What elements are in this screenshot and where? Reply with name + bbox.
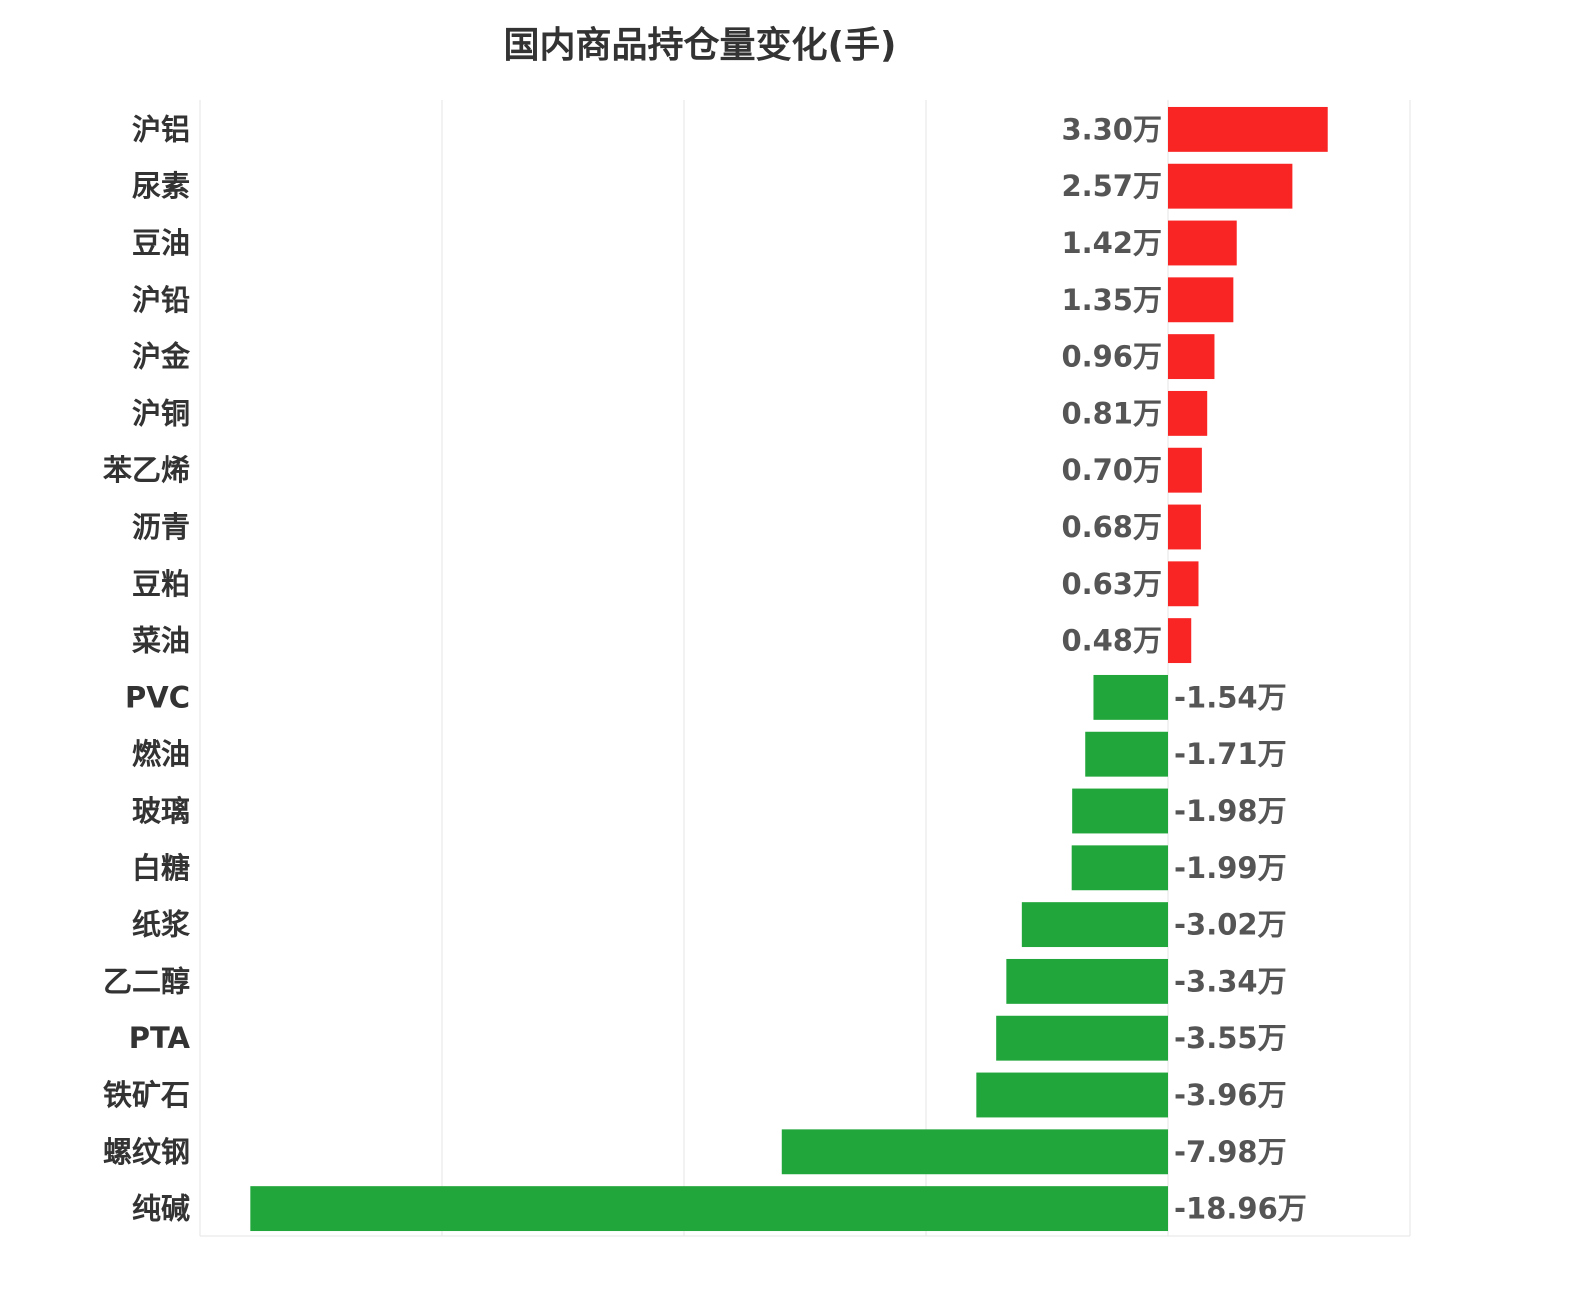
category-label: 豆粕 <box>132 567 190 601</box>
bar <box>1168 447 1202 493</box>
category-label: 纯碱 <box>132 1192 190 1226</box>
data-label: 0.70万 <box>1061 453 1162 487</box>
category-label: 沪铝 <box>132 112 190 146</box>
data-label: -3.55万 <box>1174 1021 1287 1055</box>
category-label: 尿素 <box>132 169 190 203</box>
bar <box>1093 674 1168 720</box>
data-label: 0.63万 <box>1061 567 1162 601</box>
data-label: 0.96万 <box>1061 340 1162 374</box>
category-label: 乙二醇 <box>103 964 190 998</box>
bar <box>996 1015 1168 1061</box>
bar <box>1071 845 1168 891</box>
category-label: 玻璃 <box>132 794 190 828</box>
data-label: -3.96万 <box>1174 1078 1287 1112</box>
data-label: 3.30万 <box>1061 112 1162 146</box>
bar <box>1168 277 1234 323</box>
bar <box>1168 618 1192 664</box>
data-label: 1.42万 <box>1061 226 1162 260</box>
data-label: -1.99万 <box>1174 851 1287 885</box>
data-label: -1.71万 <box>1174 737 1287 771</box>
bar <box>1072 788 1168 834</box>
data-label: 0.81万 <box>1061 396 1162 430</box>
data-label: -3.02万 <box>1174 908 1287 942</box>
category-label: 菜油 <box>132 624 190 658</box>
category-label: 沪铅 <box>132 283 190 317</box>
bar <box>1085 731 1168 777</box>
data-label: -1.98万 <box>1174 794 1287 828</box>
data-label: -3.34万 <box>1174 964 1287 998</box>
bar <box>1168 504 1201 550</box>
category-label: 白糖 <box>132 851 190 885</box>
category-label: 沪铜 <box>132 396 190 430</box>
bar <box>1021 902 1168 948</box>
category-label: 沥青 <box>132 510 190 544</box>
category-label: 纸浆 <box>132 908 191 942</box>
category-label: PTA <box>129 1021 191 1055</box>
category-label: 燃油 <box>132 737 190 771</box>
bar <box>1168 561 1199 607</box>
data-label: 0.48万 <box>1061 624 1162 658</box>
category-label: PVC <box>125 680 190 714</box>
bar <box>250 1186 1168 1232</box>
bar <box>1168 390 1208 436</box>
data-label: -18.96万 <box>1174 1192 1307 1226</box>
bar <box>1168 220 1237 266</box>
category-label: 螺纹钢 <box>103 1135 190 1169</box>
category-label: 铁矿石 <box>103 1078 190 1112</box>
bar <box>1168 163 1293 209</box>
bar <box>1168 334 1215 380</box>
bar <box>976 1072 1168 1118</box>
category-label: 豆油 <box>132 226 190 260</box>
data-label: 2.57万 <box>1061 169 1162 203</box>
bar <box>1006 958 1168 1004</box>
data-label: 1.35万 <box>1061 283 1162 317</box>
bar <box>1168 106 1328 152</box>
chart-title: 国内商品持仓量变化(手) <box>504 24 897 66</box>
data-label: -1.54万 <box>1174 680 1287 714</box>
category-label: 沪金 <box>132 340 191 374</box>
data-label: -7.98万 <box>1174 1135 1287 1169</box>
category-label: 苯乙烯 <box>103 453 190 487</box>
data-label: 0.68万 <box>1061 510 1162 544</box>
bar <box>781 1129 1168 1175</box>
